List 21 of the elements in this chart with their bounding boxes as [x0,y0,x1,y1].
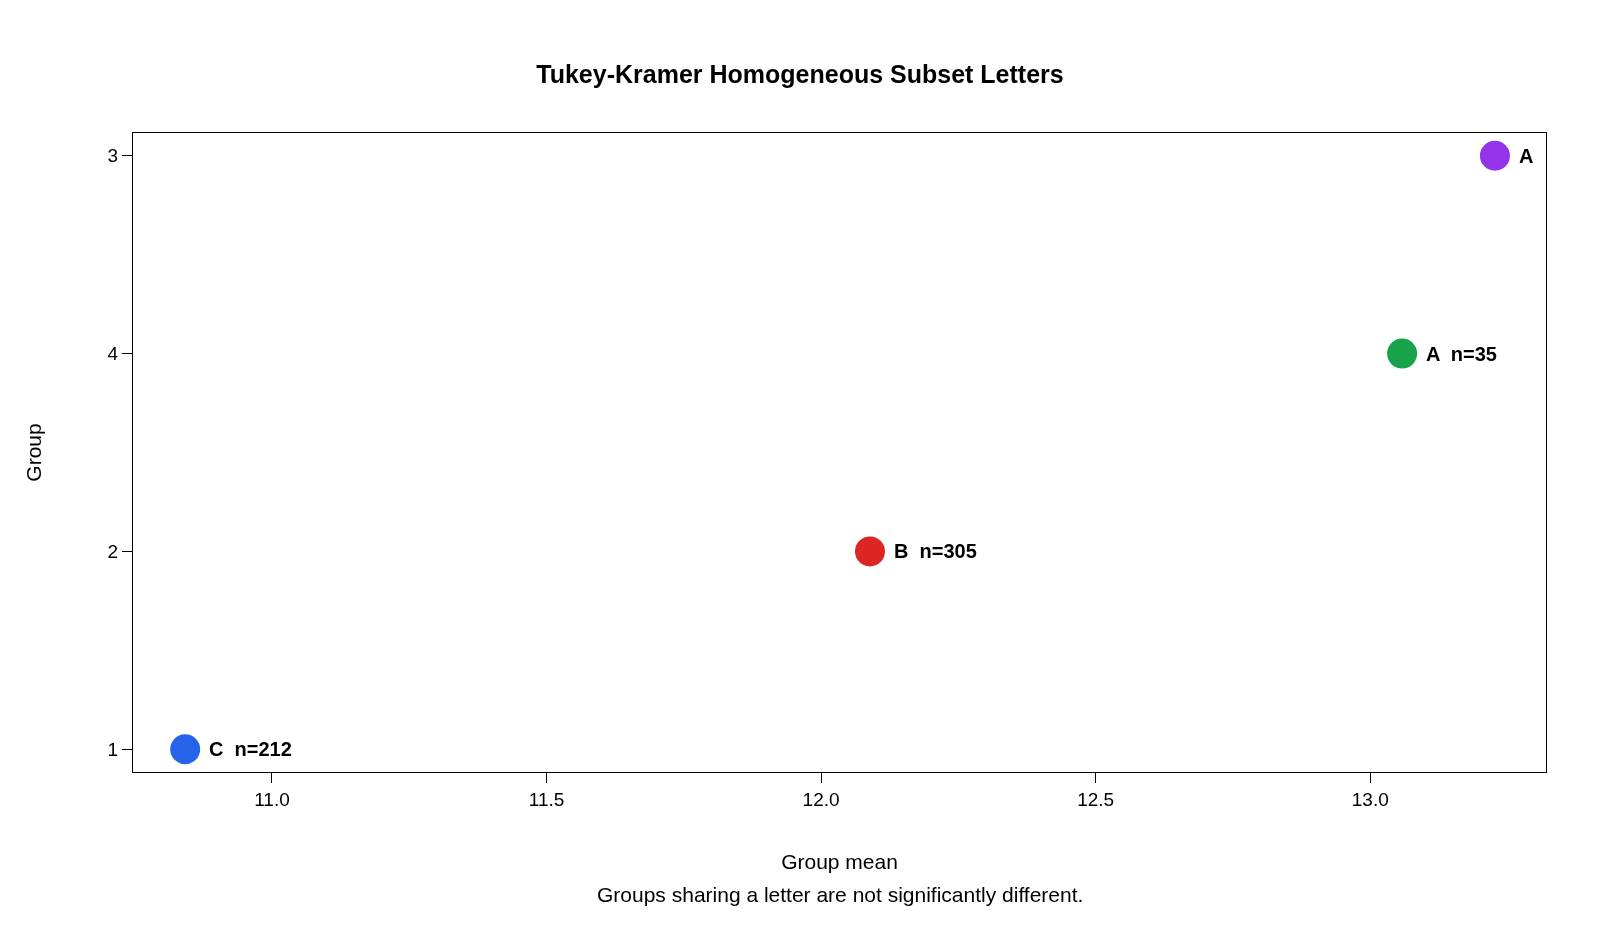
text: Groups sharing a letter are not significantly different. [597,883,1084,906]
annotation: A [1519,145,1534,167]
y-tick-label: 2 [107,541,119,563]
point [854,536,885,567]
y-axis-title: Group [21,423,45,482]
x-tick-label: 12.0 [802,788,840,810]
x-tick-label: 11.5 [528,788,565,810]
x-tick-label: 13.0 [1351,788,1389,810]
point [170,734,201,765]
chart-title: Tukey-Kramer Homogeneous Subset Letters [536,59,1064,88]
y-tick-label: 3 [107,145,119,167]
point [1387,338,1418,369]
y-tick-label: 4 [107,343,119,365]
point [1479,140,1510,171]
x-tick-label: 11.0 [254,788,290,810]
y-tick-label: 1 [107,738,119,760]
annotation: B n=305 [894,540,977,562]
annotation: C n=212 [209,738,292,760]
annotation: A n=35 [1426,343,1497,365]
x-tick-label: 12.5 [1077,788,1115,810]
x-axis-title: Group mean [781,850,898,873]
